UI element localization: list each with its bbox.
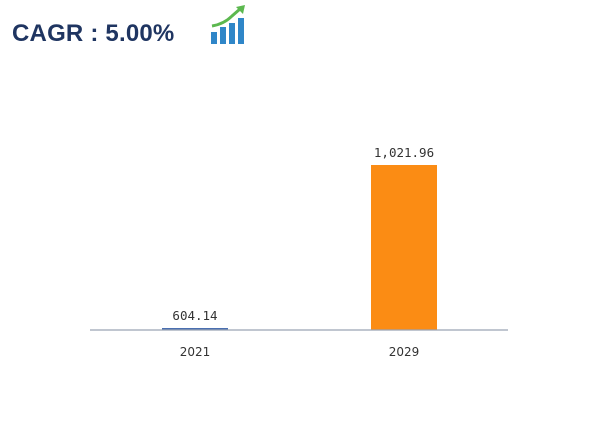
bar-2029 — [371, 165, 437, 330]
growth-chart-icon — [211, 5, 245, 44]
bar-2021 — [162, 328, 228, 330]
cagr-label: CAGR — [12, 20, 84, 47]
cagr-separator: : — [83, 20, 106, 47]
cagr-title: CAGR : 5.00% — [12, 20, 174, 48]
x-tick-2029: 2029 — [389, 345, 420, 359]
data-label-2021: 604.14 — [172, 308, 217, 323]
cagr-value: 5.00% — [105, 20, 175, 47]
data-label-2029: 1,021.96 — [374, 145, 434, 160]
x-tick-2021: 2021 — [180, 345, 211, 359]
